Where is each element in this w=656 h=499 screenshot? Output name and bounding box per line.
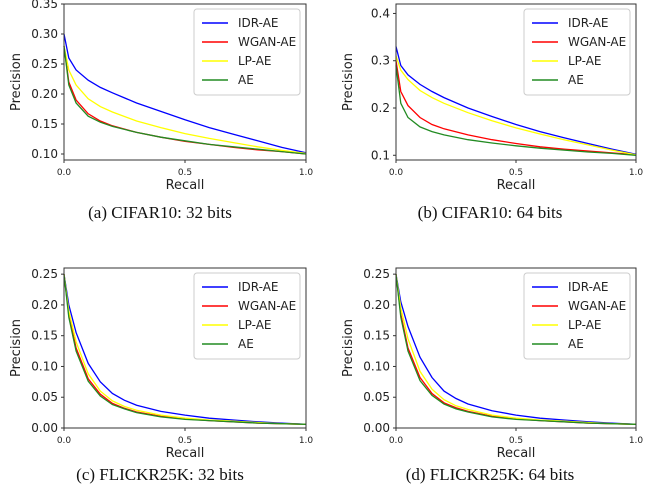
x-axis-label: Recall — [497, 178, 536, 193]
series-line-idr-ae — [63, 33, 307, 154]
y-tick-label: 0.1 — [371, 148, 390, 162]
legend-label-wgan-ae: WGAN-AE — [238, 299, 296, 313]
y-tick-label: 0.25 — [363, 267, 390, 281]
x-tick-label: 1.0 — [629, 168, 644, 178]
legend-label-idr-ae: IDR-AE — [238, 16, 279, 30]
y-tick-label: 0.10 — [31, 147, 58, 161]
legend-label-idr-ae: IDR-AE — [238, 280, 279, 294]
series-line-idr-ae — [395, 274, 637, 425]
legend-label-ae: AE — [238, 73, 254, 87]
legend-label-lp-ae: LP-AE — [238, 54, 272, 68]
x-tick-label: 0.0 — [57, 436, 72, 446]
series-line-ae — [395, 274, 637, 425]
y-tick-label: 0.00 — [31, 421, 58, 435]
x-axis-label: Recall — [497, 446, 536, 461]
x-tick-label: 0.0 — [57, 168, 72, 178]
y-tick-label: 0.10 — [363, 359, 390, 373]
x-tick-label: 1.0 — [299, 436, 314, 446]
series-line-ae — [63, 274, 307, 425]
y-axis-label: Precision — [341, 319, 356, 377]
y-tick-label: 0.3 — [371, 54, 390, 68]
series-line-lp-ae — [395, 55, 637, 156]
y-tick-label: 0.15 — [31, 329, 58, 343]
legend-label-ae: AE — [568, 73, 584, 87]
y-tick-label: 0.25 — [31, 267, 58, 281]
y-tick-label: 0.4 — [371, 6, 390, 20]
x-tick-label: 0.5 — [509, 436, 523, 446]
y-tick-label: 0.20 — [363, 298, 390, 312]
legend-label-idr-ae: IDR-AE — [568, 16, 609, 30]
chart-d: 0.0 0.5 1.0 0.00 0.05 0.10 0.15 0.20 0.25 Recall P… — [341, 267, 643, 461]
chart-b: 0.0 0.5 1.0 0.1 0.2 0.3 0.4 Recall Precision IDR-… — [341, 3, 644, 193]
x-tick-label: 0.0 — [389, 168, 404, 178]
caption-c: (c) FLICKR25K: 32 bits — [76, 465, 244, 484]
y-axis-label: Precision — [341, 53, 356, 111]
legend-box — [523, 272, 631, 360]
chart-c: 0.0 0.5 1.0 0.00 0.05 0.10 0.15 0.20 0.25 Recall P… — [9, 267, 313, 461]
caption-b: (b) CIFAR10: 64 bits — [417, 203, 563, 222]
y-axis-label: Precision — [9, 53, 24, 111]
legend-box — [193, 272, 301, 360]
legend-label-wgan-ae: WGAN-AE — [238, 35, 296, 49]
x-axis-label: Recall — [166, 178, 205, 193]
y-tick-label: 0.00 — [363, 421, 390, 435]
legend-label-wgan-ae: WGAN-AE — [568, 35, 626, 49]
chart-a: 0.0 0.5 1.0 0.10 0.15 0.20 0.25 0.30 0.35 Recall P… — [9, 0, 313, 193]
series-line-lp-ae — [63, 45, 307, 155]
legend-label-wgan-ae: WGAN-AE — [568, 299, 626, 313]
y-tick-label: 0.20 — [31, 87, 58, 101]
y-tick-label: 0.15 — [363, 329, 390, 343]
y-tick-label: 0.20 — [31, 298, 58, 312]
y-tick-label: 0.05 — [363, 390, 390, 404]
legend-label-lp-ae: LP-AE — [238, 318, 272, 332]
legend-box — [523, 8, 631, 96]
y-tick-label: 0.35 — [31, 0, 58, 11]
series-line-ae — [395, 65, 637, 156]
series-line-ae — [63, 45, 307, 155]
x-tick-label: 0.5 — [178, 436, 192, 446]
y-tick-label: 0.2 — [371, 101, 390, 115]
legend-label-ae: AE — [238, 337, 254, 351]
x-tick-label: 0.0 — [389, 436, 404, 446]
x-tick-label: 0.5 — [509, 168, 523, 178]
y-tick-label: 0.25 — [31, 57, 58, 71]
series-line-idr-ae — [395, 46, 637, 155]
y-tick-label: 0.15 — [31, 117, 58, 131]
y-tick-label: 0.10 — [31, 359, 58, 373]
legend-label-lp-ae: LP-AE — [568, 318, 602, 332]
y-axis-label: Precision — [9, 319, 24, 377]
series-line-wgan-ae — [395, 60, 637, 156]
caption-d: (d) FLICKR25K: 64 bits — [405, 465, 575, 484]
caption-a: (a) CIFAR10: 32 bits — [88, 203, 232, 222]
legend-label-idr-ae: IDR-AE — [568, 280, 609, 294]
y-tick-label: 0.30 — [31, 27, 58, 41]
legend-label-lp-ae: LP-AE — [568, 54, 602, 68]
series-line-idr-ae — [63, 274, 307, 425]
x-tick-label: 1.0 — [299, 168, 314, 178]
y-tick-label: 0.05 — [31, 390, 58, 404]
x-tick-label: 0.5 — [178, 168, 192, 178]
legend-label-ae: AE — [568, 337, 584, 351]
x-axis-label: Recall — [166, 446, 205, 461]
x-tick-label: 1.0 — [629, 436, 644, 446]
legend-box — [193, 8, 301, 96]
